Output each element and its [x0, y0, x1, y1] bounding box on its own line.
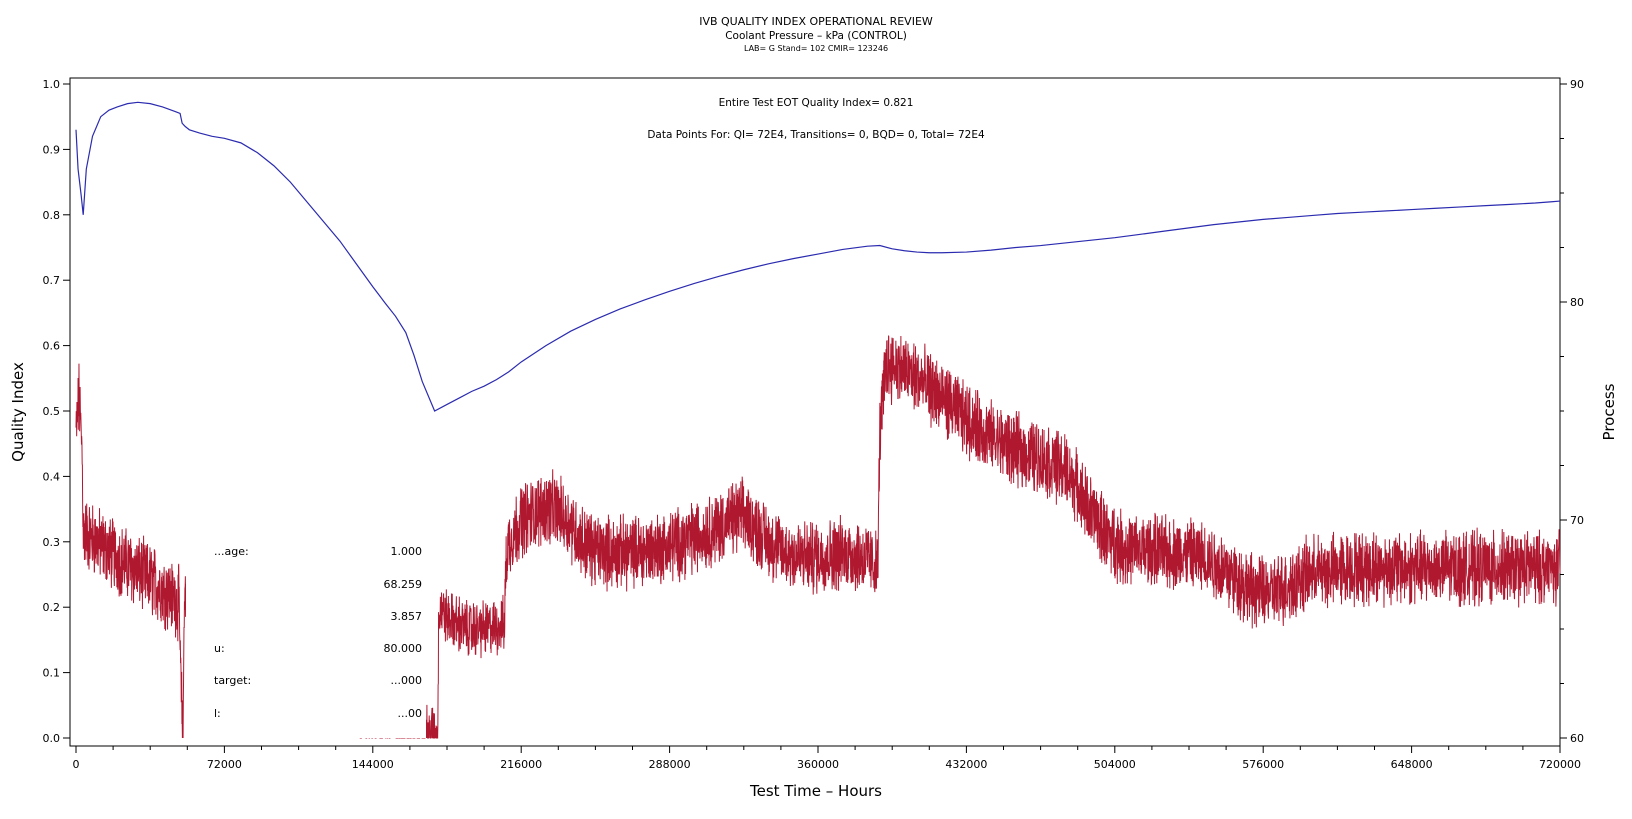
- x-tick-label: 360000: [797, 758, 839, 771]
- y-tick-label: 0.3: [43, 536, 61, 549]
- y-tick-label: 0.6: [43, 340, 61, 353]
- stats-box-label: l:: [214, 707, 221, 720]
- x-tick-label: 720000: [1539, 758, 1581, 771]
- stats-box-value: 68.259: [384, 578, 423, 591]
- stats-box-label: u:: [214, 642, 225, 655]
- x-tick-label: 288000: [649, 758, 691, 771]
- y-tick-label: 0.4: [43, 470, 61, 483]
- x-tick-label: 432000: [945, 758, 987, 771]
- stats-box: ...age: 1.000 68.259 3.857 u: 80.000 target:..…: [186, 532, 426, 738]
- annotation-eot-quality-index: Entire Test EOT Quality Index= 0.821: [719, 97, 914, 109]
- series-quality-index-line: [75, 101, 1561, 412]
- chart-subtitle-lab: LAB= G Stand= 102 CMIR= 123246: [744, 44, 888, 53]
- stats-box-value: 1.000: [391, 545, 423, 558]
- x-tick-label: 504000: [1094, 758, 1136, 771]
- annotation-data-points: Data Points For: QI= 72E4, Transitions= …: [647, 129, 985, 141]
- x-tick-label: 216000: [500, 758, 542, 771]
- stats-box-label: ...age:: [214, 545, 249, 558]
- y-tick-label: 0.5: [43, 405, 61, 418]
- y2-tick-label: 60: [1570, 732, 1584, 745]
- x-tick-label: 144000: [352, 758, 394, 771]
- x-tick-label: 0: [73, 758, 80, 771]
- y2-axis-label: Process: [1600, 383, 1618, 440]
- x-tick-label: 648000: [1391, 758, 1433, 771]
- x-tick-label: 72000: [207, 758, 242, 771]
- plot-area-frame: [69, 77, 1561, 747]
- y-tick-label: 0.7: [43, 274, 61, 287]
- y2-tick-label: 90: [1570, 78, 1584, 91]
- stats-box-value: ...00: [398, 707, 423, 720]
- y-tick-label: 0.9: [43, 143, 61, 156]
- y-tick-label: 0.1: [43, 667, 61, 680]
- chart-subtitle: Coolant Pressure – kPa (CONTROL): [725, 30, 907, 42]
- y-tick-label: 0.8: [43, 209, 61, 222]
- y-tick-label: 0.0: [43, 732, 61, 745]
- stats-box-label: target:: [214, 674, 251, 687]
- chart-title: IVB QUALITY INDEX OPERATIONAL REVIEW: [699, 15, 933, 28]
- stats-box-value: ...000: [391, 674, 423, 687]
- stats-box-value: 3.857: [391, 610, 423, 623]
- y2-tick-label: 70: [1570, 514, 1584, 527]
- y-axis-label: Quality Index: [9, 362, 27, 462]
- x-axis-label: Test Time – Hours: [749, 782, 882, 800]
- x-tick-label: 576000: [1242, 758, 1284, 771]
- y-tick-label: 1.0: [43, 78, 61, 91]
- y-tick-label: 0.2: [43, 601, 61, 614]
- stats-box-value: 80.000: [384, 642, 423, 655]
- axes-layer: 0 72000 144000 216000 288000 360000 432000 5040…: [43, 78, 1585, 771]
- y2-tick-label: 80: [1570, 296, 1584, 309]
- stats-box-background: [186, 532, 426, 738]
